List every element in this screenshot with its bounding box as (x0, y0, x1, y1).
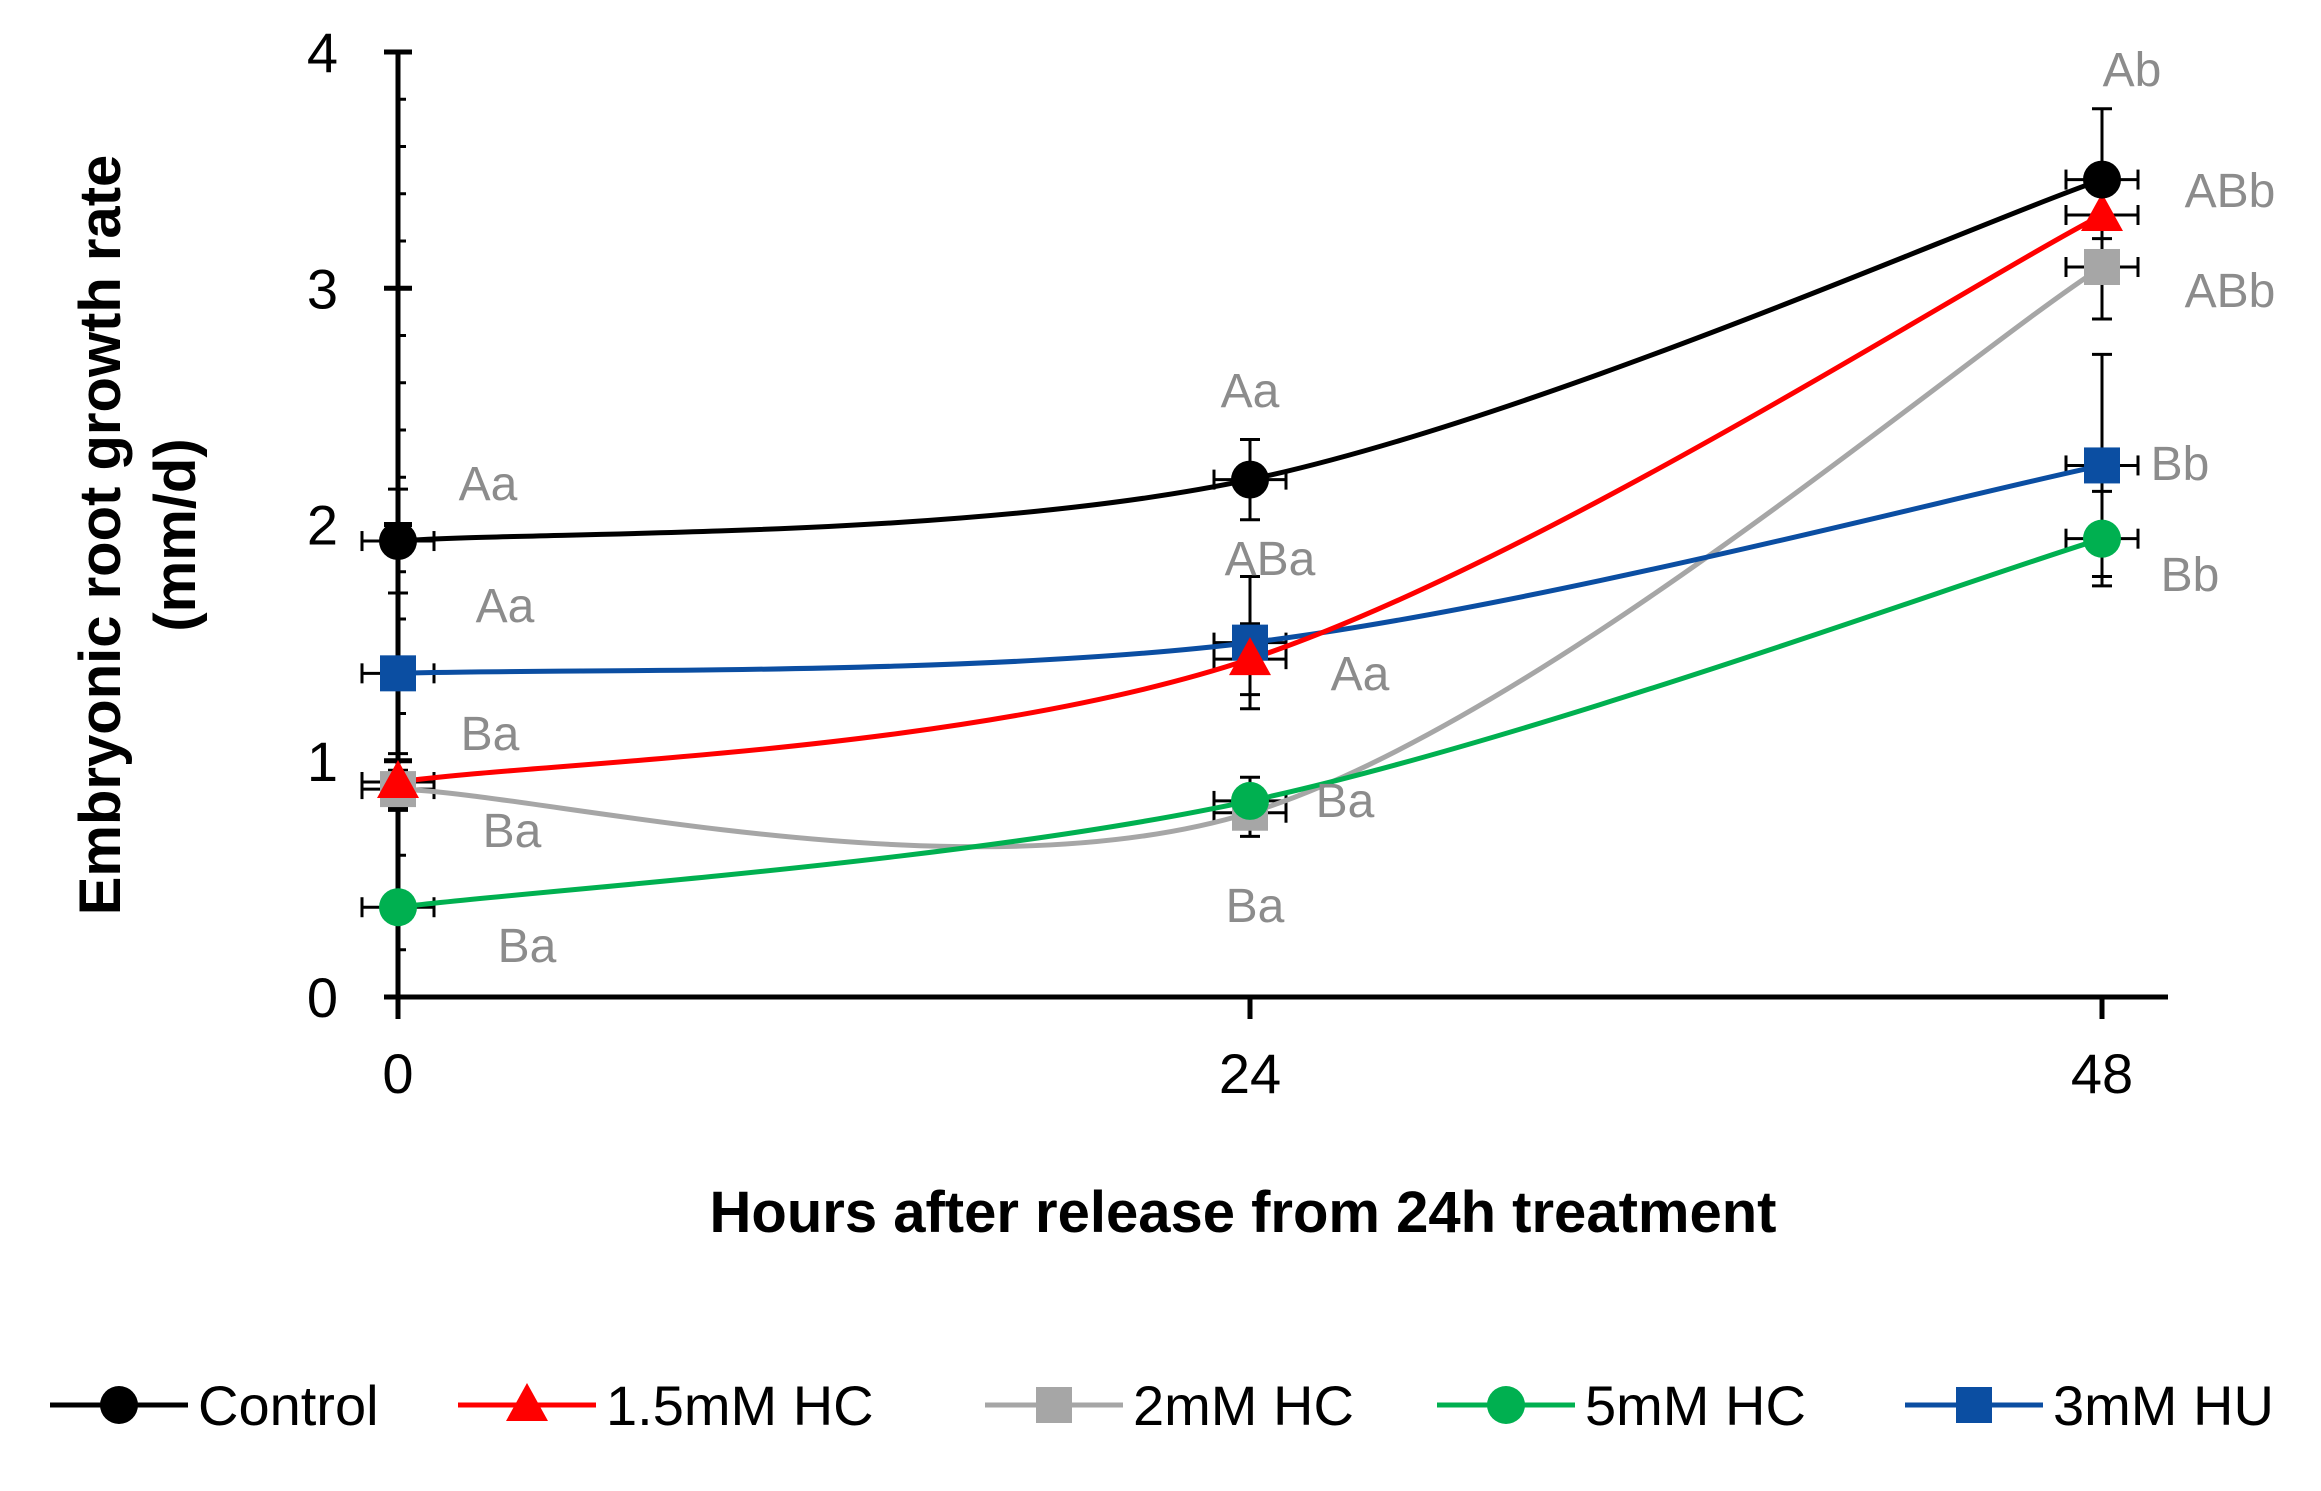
series-markers (377, 160, 2123, 927)
significance-label: Ba (461, 708, 520, 761)
data-point-marker (377, 760, 419, 799)
significance-label: Aa (476, 580, 535, 633)
y-tick-label: 1 (307, 730, 338, 793)
data-point-marker (380, 655, 416, 692)
significance-label: Ba (483, 805, 542, 858)
legend: Control 1.5mM HC 2mM HC 5mM HC 3mM HU (50, 1374, 2274, 1437)
y-ticks: 0 1 2 3 4 (307, 21, 412, 1029)
x-tick-label: 24 (1219, 1042, 1281, 1105)
significance-label: ABb (2185, 165, 2276, 218)
y-tick-label: 4 (307, 21, 338, 84)
significance-label: Ba (1226, 880, 1285, 933)
legend-marker (506, 1383, 548, 1421)
significance-label: Bb (2161, 549, 2220, 602)
data-point-marker (2084, 248, 2120, 285)
legend-label: 1.5mM HC (606, 1374, 874, 1437)
data-point-marker (1229, 637, 1271, 676)
significance-label: Ab (2103, 44, 2162, 97)
data-point-marker (2083, 160, 2121, 199)
significance-labels: Aa Aa Ab Ba Aa ABb Ba Ba ABb Ba Ba Bb Aa ABa Bb (459, 44, 2276, 973)
legend-marker (1956, 1387, 1992, 1423)
data-point-marker (1231, 781, 1269, 820)
data-point-marker (2083, 519, 2121, 558)
x-ticks: 0 24 48 (382, 997, 2133, 1105)
legend-label: 5mM HC (1585, 1374, 1806, 1437)
legend-marker (1487, 1386, 1525, 1424)
y-axis-title-line2: (mm/d) (143, 438, 208, 631)
significance-label: Aa (1331, 648, 1390, 701)
significance-label: Ba (1316, 775, 1375, 828)
y-tick-label: 3 (307, 257, 338, 320)
significance-label: Aa (1221, 365, 1280, 418)
data-point-marker (2084, 447, 2120, 484)
data-point-marker (379, 888, 417, 927)
significance-label: Bb (2151, 438, 2210, 491)
data-point-marker (2081, 193, 2123, 232)
x-axis-title: Hours after release from 24h treatment (710, 1180, 1777, 1245)
significance-label: Ba (498, 920, 557, 973)
data-point-marker (1231, 460, 1269, 499)
significance-label: ABa (1225, 533, 1316, 586)
legend-label: 3mM HU (2053, 1374, 2274, 1437)
x-tick-label: 0 (382, 1042, 413, 1105)
axes (395, 52, 2168, 1000)
legend-label: Control (198, 1374, 379, 1437)
x-tick-label: 48 (2071, 1042, 2133, 1105)
significance-label: ABb (2185, 265, 2276, 318)
legend-marker (100, 1386, 138, 1424)
legend-marker (1036, 1387, 1072, 1423)
legend-label: 2mM HC (1133, 1374, 1354, 1437)
y-tick-label: 2 (307, 494, 338, 557)
significance-label: Aa (459, 458, 518, 511)
y-axis-title-line1: Embryonic root growth rate (68, 155, 133, 916)
y-tick-label: 0 (307, 966, 338, 1029)
data-point-marker (379, 522, 417, 561)
